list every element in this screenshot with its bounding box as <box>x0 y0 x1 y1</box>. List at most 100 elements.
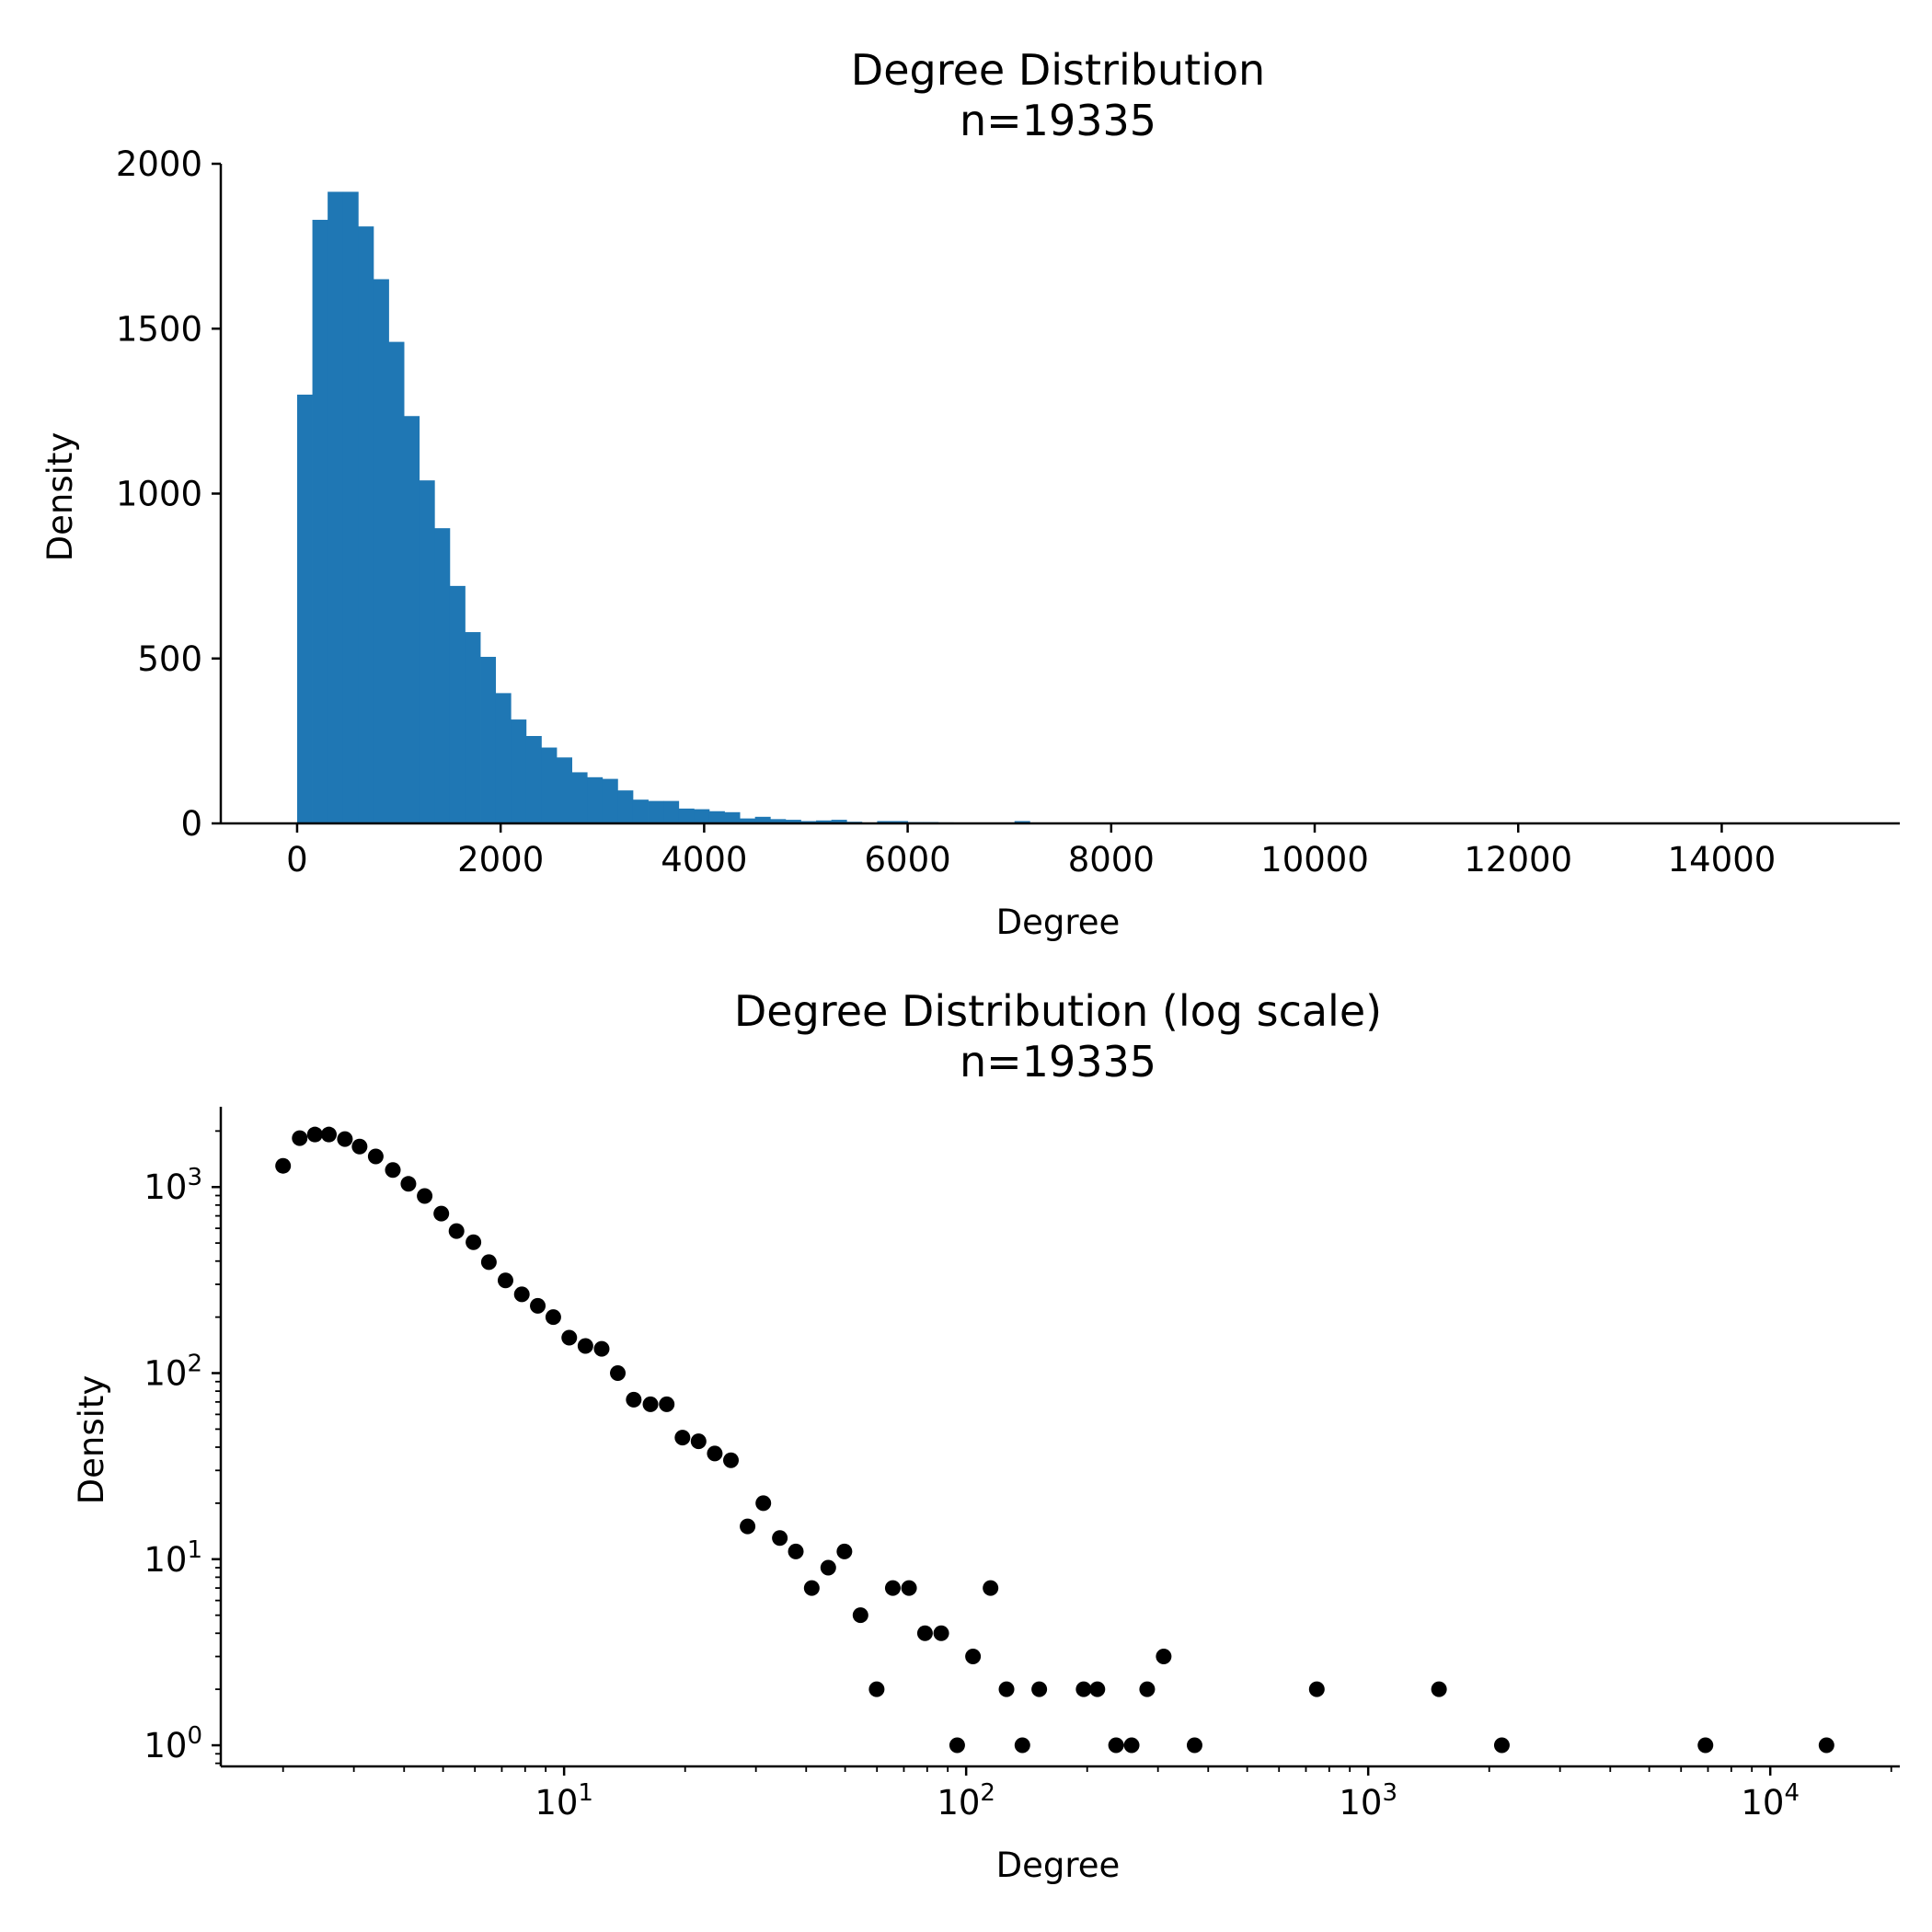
scatter-point <box>690 1433 707 1450</box>
histogram-bar <box>388 341 405 824</box>
scatter-point <box>593 1340 610 1357</box>
scatter-point <box>707 1445 723 1462</box>
scatter-point <box>916 1625 933 1641</box>
scatter-point <box>674 1430 691 1446</box>
scatter-point <box>1308 1681 1325 1697</box>
scatter-point <box>466 1234 482 1250</box>
histogram-x-tick-label: 8000 <box>1068 840 1155 880</box>
histogram-y-tick-label: 500 <box>137 639 202 679</box>
scatter-point <box>1818 1737 1834 1754</box>
histogram-bar <box>328 191 344 824</box>
histogram-ylabel: Density <box>40 432 80 562</box>
scatter-point <box>1493 1737 1510 1754</box>
histogram-bar <box>892 821 908 823</box>
scatter-point <box>337 1131 353 1147</box>
histogram-bar <box>358 226 374 823</box>
scatter-x-tick-label: 104 <box>1741 1779 1800 1823</box>
scatter-point <box>417 1188 433 1204</box>
histogram-y-tick-label: 1000 <box>116 475 202 514</box>
histogram-bar <box>465 632 481 823</box>
scatter-ylabel: Density <box>72 1375 111 1505</box>
histogram-bar <box>617 790 634 823</box>
scatter-y-tick-label: 100 <box>144 1722 202 1765</box>
histogram-x-tick-label: 6000 <box>865 840 951 880</box>
histogram-bar <box>342 191 359 824</box>
scatter-panel: Degree Distribution (log scale) n=19335 … <box>72 986 1900 1885</box>
histogram-bar <box>648 800 664 823</box>
scatter-point <box>480 1254 497 1271</box>
histogram-bar <box>511 719 527 823</box>
histogram-bar <box>785 820 801 823</box>
scatter-point <box>852 1607 868 1624</box>
histogram-bar <box>495 693 512 823</box>
histogram-bars <box>296 191 1030 824</box>
scatter-point <box>385 1162 401 1179</box>
histogram-bar <box>480 656 497 823</box>
scatter-point <box>497 1272 513 1289</box>
scatter-point <box>868 1681 885 1697</box>
histogram-x-tick-label: 10000 <box>1260 840 1369 880</box>
histogram-panel: Degree Distribution n=19335 0 2000 4000 600… <box>40 45 1900 942</box>
scatter-point <box>1156 1649 1172 1665</box>
scatter-axes: 101 102 103 104 100 101 102 103 <box>144 1107 1900 1823</box>
scatter-point <box>788 1543 804 1559</box>
scatter-point <box>901 1580 917 1596</box>
scatter-point <box>1697 1737 1714 1754</box>
scatter-point <box>545 1309 561 1326</box>
histogram-x-tick-label: 12000 <box>1464 840 1572 880</box>
scatter-point <box>836 1543 853 1559</box>
histogram-bar <box>877 821 893 823</box>
scatter-y-tick-label: 101 <box>144 1536 202 1580</box>
scatter-point <box>1123 1737 1140 1754</box>
histogram-y-tick-label: 0 <box>180 804 202 844</box>
scatter-point <box>610 1365 627 1382</box>
scatter-point <box>513 1286 530 1303</box>
scatter-point <box>803 1580 820 1596</box>
scatter-x-tick-label: 101 <box>535 1779 593 1823</box>
histogram-bar <box>800 821 817 823</box>
histogram-axes: 0 2000 4000 6000 8000 10000 12000 14000 0 500 1000… <box>116 144 1900 880</box>
scatter-point <box>998 1681 1015 1697</box>
histogram-bar <box>708 811 725 823</box>
histogram-bar <box>434 528 451 823</box>
scatter-point <box>820 1559 836 1576</box>
scatter-point <box>448 1223 465 1239</box>
histogram-bar <box>419 480 435 823</box>
histogram-bar <box>571 772 588 823</box>
scatter-x-tick-label: 103 <box>1339 1779 1397 1823</box>
scatter-point <box>367 1148 384 1165</box>
scatter-xlabel: Degree <box>996 1846 1121 1885</box>
histogram-bar <box>678 808 695 823</box>
scatter-subtitle: n=19335 <box>960 1037 1156 1087</box>
scatter-point <box>983 1580 999 1596</box>
scatter-point <box>1075 1681 1092 1697</box>
histogram-bar <box>816 820 833 823</box>
scatter-point <box>659 1396 675 1412</box>
scatter-point <box>306 1126 323 1143</box>
scatter-point <box>433 1205 450 1222</box>
histogram-bar <box>632 799 649 823</box>
scatter-point <box>292 1130 308 1146</box>
scatter-point <box>1139 1681 1156 1697</box>
histogram-title: Degree Distribution <box>851 45 1265 95</box>
scatter-point <box>740 1518 756 1535</box>
scatter-point <box>1031 1681 1048 1697</box>
histogram-bar <box>602 778 618 823</box>
histogram-xlabel: Degree <box>996 903 1121 942</box>
scatter-point <box>626 1391 642 1408</box>
scatter-title: Degree Distribution (log scale) <box>734 986 1382 1036</box>
histogram-x-tick-label: 4000 <box>661 840 747 880</box>
scatter-point <box>275 1157 292 1174</box>
scatter-x-tick-label: 102 <box>937 1779 995 1823</box>
scatter-point <box>1089 1681 1106 1697</box>
scatter-point <box>884 1580 901 1596</box>
histogram-x-tick-label: 0 <box>286 840 308 880</box>
scatter-point <box>561 1329 578 1346</box>
scatter-point <box>351 1138 368 1155</box>
scatter-point <box>949 1737 965 1754</box>
histogram-bar <box>740 818 756 823</box>
histogram-bar <box>312 219 328 823</box>
histogram-bar <box>541 747 558 823</box>
histogram-bar <box>449 585 466 823</box>
